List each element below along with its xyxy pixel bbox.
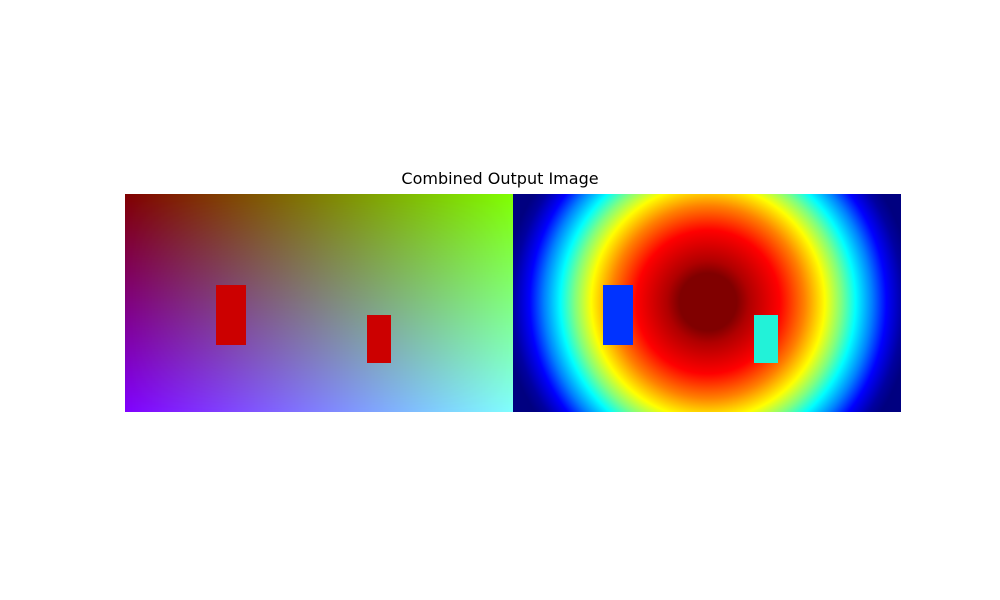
left-rect-small — [367, 315, 391, 363]
right-rect-small — [754, 315, 778, 363]
right-rect-large — [603, 285, 633, 345]
left-rect-large — [216, 285, 246, 345]
left-gradient-overlay — [125, 194, 513, 412]
right-image-panel — [513, 194, 901, 412]
left-image-panel — [125, 194, 513, 412]
figure-title: Combined Output Image — [401, 169, 599, 188]
